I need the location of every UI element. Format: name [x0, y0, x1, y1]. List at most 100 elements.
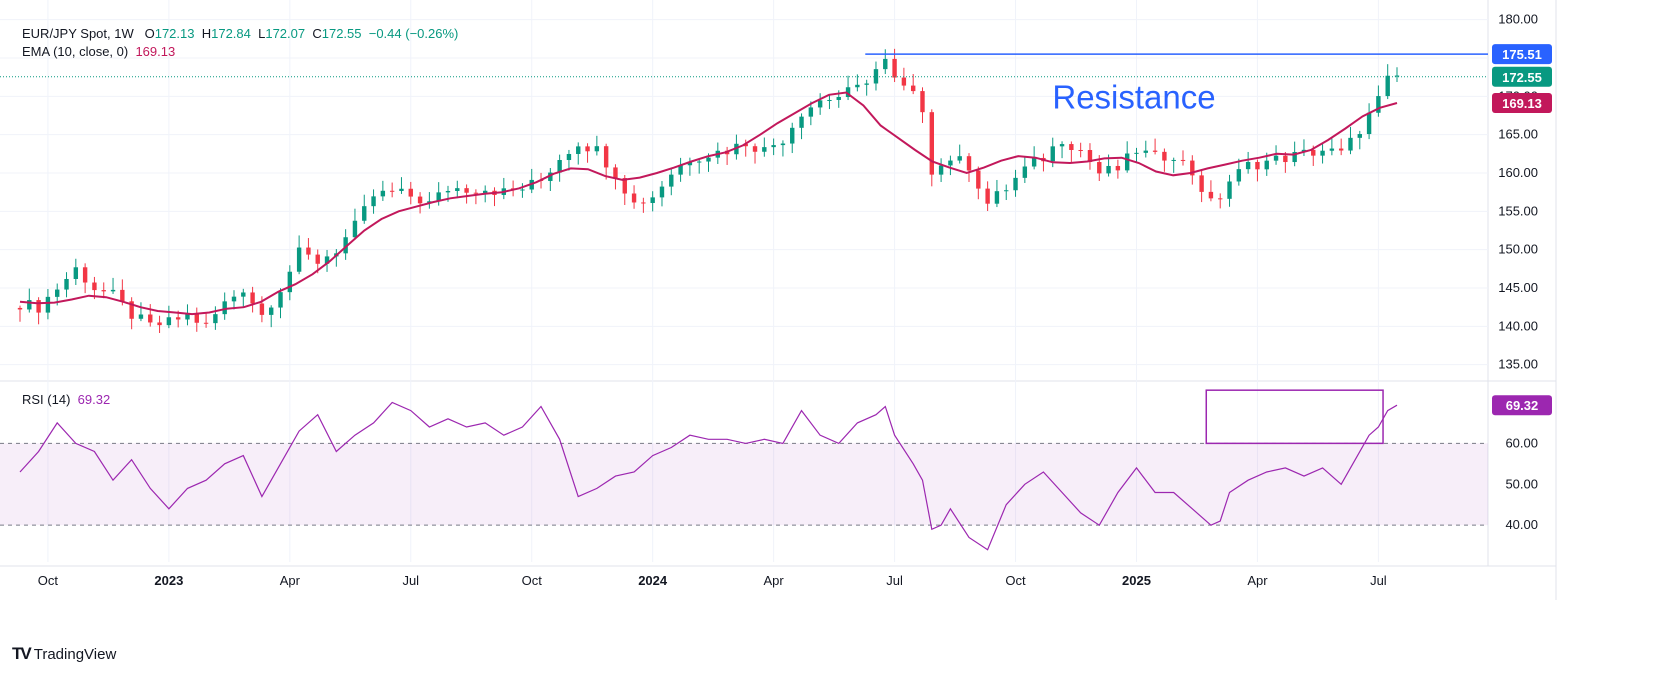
candle-body — [1106, 165, 1111, 174]
candle-body — [696, 161, 702, 163]
candle-body — [678, 165, 683, 175]
candle-body — [910, 85, 916, 92]
price-axis-label-text: 172.55 — [1502, 70, 1542, 85]
candle-body — [1338, 148, 1344, 151]
candle-body — [1162, 151, 1167, 161]
candle-body — [203, 322, 209, 324]
grid — [0, 0, 1557, 600]
price-tick-label: 150.00 — [1498, 242, 1538, 257]
price-tick-label: 155.00 — [1498, 203, 1538, 218]
candle-body — [82, 267, 88, 283]
tradingview-name: TradingView — [33, 645, 117, 663]
price-axis-label-bg — [1492, 66, 1552, 87]
candle-body — [669, 174, 674, 187]
candle-body — [613, 167, 618, 179]
candle-body — [1366, 112, 1372, 135]
candle-body — [101, 290, 106, 292]
candle-body — [1059, 144, 1065, 147]
time-tick-label: Apr — [280, 573, 301, 588]
candle-body — [483, 190, 488, 194]
candle-body — [603, 146, 609, 168]
candle-body — [957, 156, 962, 161]
time-tick-label: Apr — [764, 573, 785, 588]
candle-body — [594, 146, 600, 152]
candle-body — [278, 292, 283, 308]
candle-body — [1097, 162, 1102, 174]
candle-body — [687, 161, 693, 166]
candle-body — [1180, 159, 1186, 161]
price-axis-label-text: 169.13 — [1502, 96, 1542, 111]
time-tick-label: 2024 — [638, 573, 668, 588]
candle-body — [362, 206, 367, 221]
candle-body — [1013, 177, 1018, 191]
candle-body — [185, 313, 190, 320]
ema-legend: EMA (10, close, 0) 169.13 — [22, 44, 175, 59]
candle-body — [222, 301, 227, 315]
rsi-axis-label-bg — [1492, 395, 1552, 416]
candle-body — [324, 256, 330, 264]
candle-body — [73, 267, 79, 279]
time-tick-label: Oct — [38, 573, 59, 588]
candle-body — [1236, 169, 1242, 182]
candle-body — [138, 314, 144, 319]
candle-body — [445, 190, 451, 193]
ema-legend-label: EMA (10, close, 0) — [22, 44, 129, 59]
candle-body — [1004, 190, 1009, 192]
candle-body — [380, 190, 386, 197]
candle-body — [55, 289, 60, 297]
candle-body — [827, 99, 832, 101]
candle-body — [1227, 181, 1232, 199]
price-tick-label: 180.00 — [1498, 12, 1538, 27]
candle-body — [1255, 161, 1260, 170]
legend-open: 172.13 — [154, 26, 195, 41]
candle-body — [1394, 75, 1400, 77]
candle-body — [92, 282, 97, 291]
legend-close-label: C — [312, 26, 322, 41]
rsi-axis-label: 69.32 — [1492, 395, 1552, 416]
legend-open-label: O — [144, 26, 155, 41]
candle-body — [771, 145, 776, 148]
candle-body — [371, 196, 376, 207]
candle-body — [129, 301, 134, 319]
candle-body — [762, 147, 767, 152]
candle-body — [352, 220, 358, 238]
time-tick-label: Jul — [886, 573, 903, 588]
axes: 135.00 140.00 145.00 150.00 155.00 160.00 165.… — [38, 12, 1552, 588]
rsi-tick-label: 50.00 — [1505, 476, 1538, 491]
price-axis-label-resistance: 175.51 — [1492, 44, 1552, 65]
rsi-legend-value: 69.32 — [77, 392, 111, 407]
candle-body — [622, 178, 627, 194]
candle-body — [1264, 160, 1269, 170]
legend-high: 172.84 — [211, 26, 251, 41]
tradingview-brand[interactable]: TV TradingView — [12, 644, 116, 664]
legend-close: 172.55 — [321, 26, 362, 41]
time-tick-label: Oct — [1005, 573, 1026, 588]
candle-body — [966, 156, 972, 171]
candle-body — [1292, 151, 1297, 163]
candle-body — [1190, 160, 1195, 176]
candle-body — [985, 188, 990, 204]
candle-body — [157, 322, 162, 326]
candle-body — [36, 300, 41, 313]
legend-low-label: L — [258, 26, 266, 41]
candle-body — [1078, 149, 1083, 151]
candle-body — [1199, 175, 1204, 192]
candle-body — [845, 87, 851, 98]
price-axis-label-bg — [1492, 93, 1552, 114]
candle-body — [873, 69, 879, 84]
candle-body — [1376, 96, 1381, 113]
price-axis-label-ema: 169.13 — [1492, 93, 1552, 114]
candle-body — [1283, 155, 1288, 163]
price-axis-label-last: 172.55 — [1492, 66, 1552, 87]
rsi-pane — [0, 389, 1488, 551]
candle-body — [1320, 150, 1325, 156]
candle-body — [1245, 161, 1251, 170]
candle-body — [1311, 149, 1316, 156]
candle-body — [566, 153, 572, 161]
candle-body — [241, 292, 246, 297]
candle-body — [343, 237, 348, 254]
candle-body — [27, 300, 32, 310]
candle-body — [436, 192, 441, 202]
candle-body — [110, 289, 116, 292]
